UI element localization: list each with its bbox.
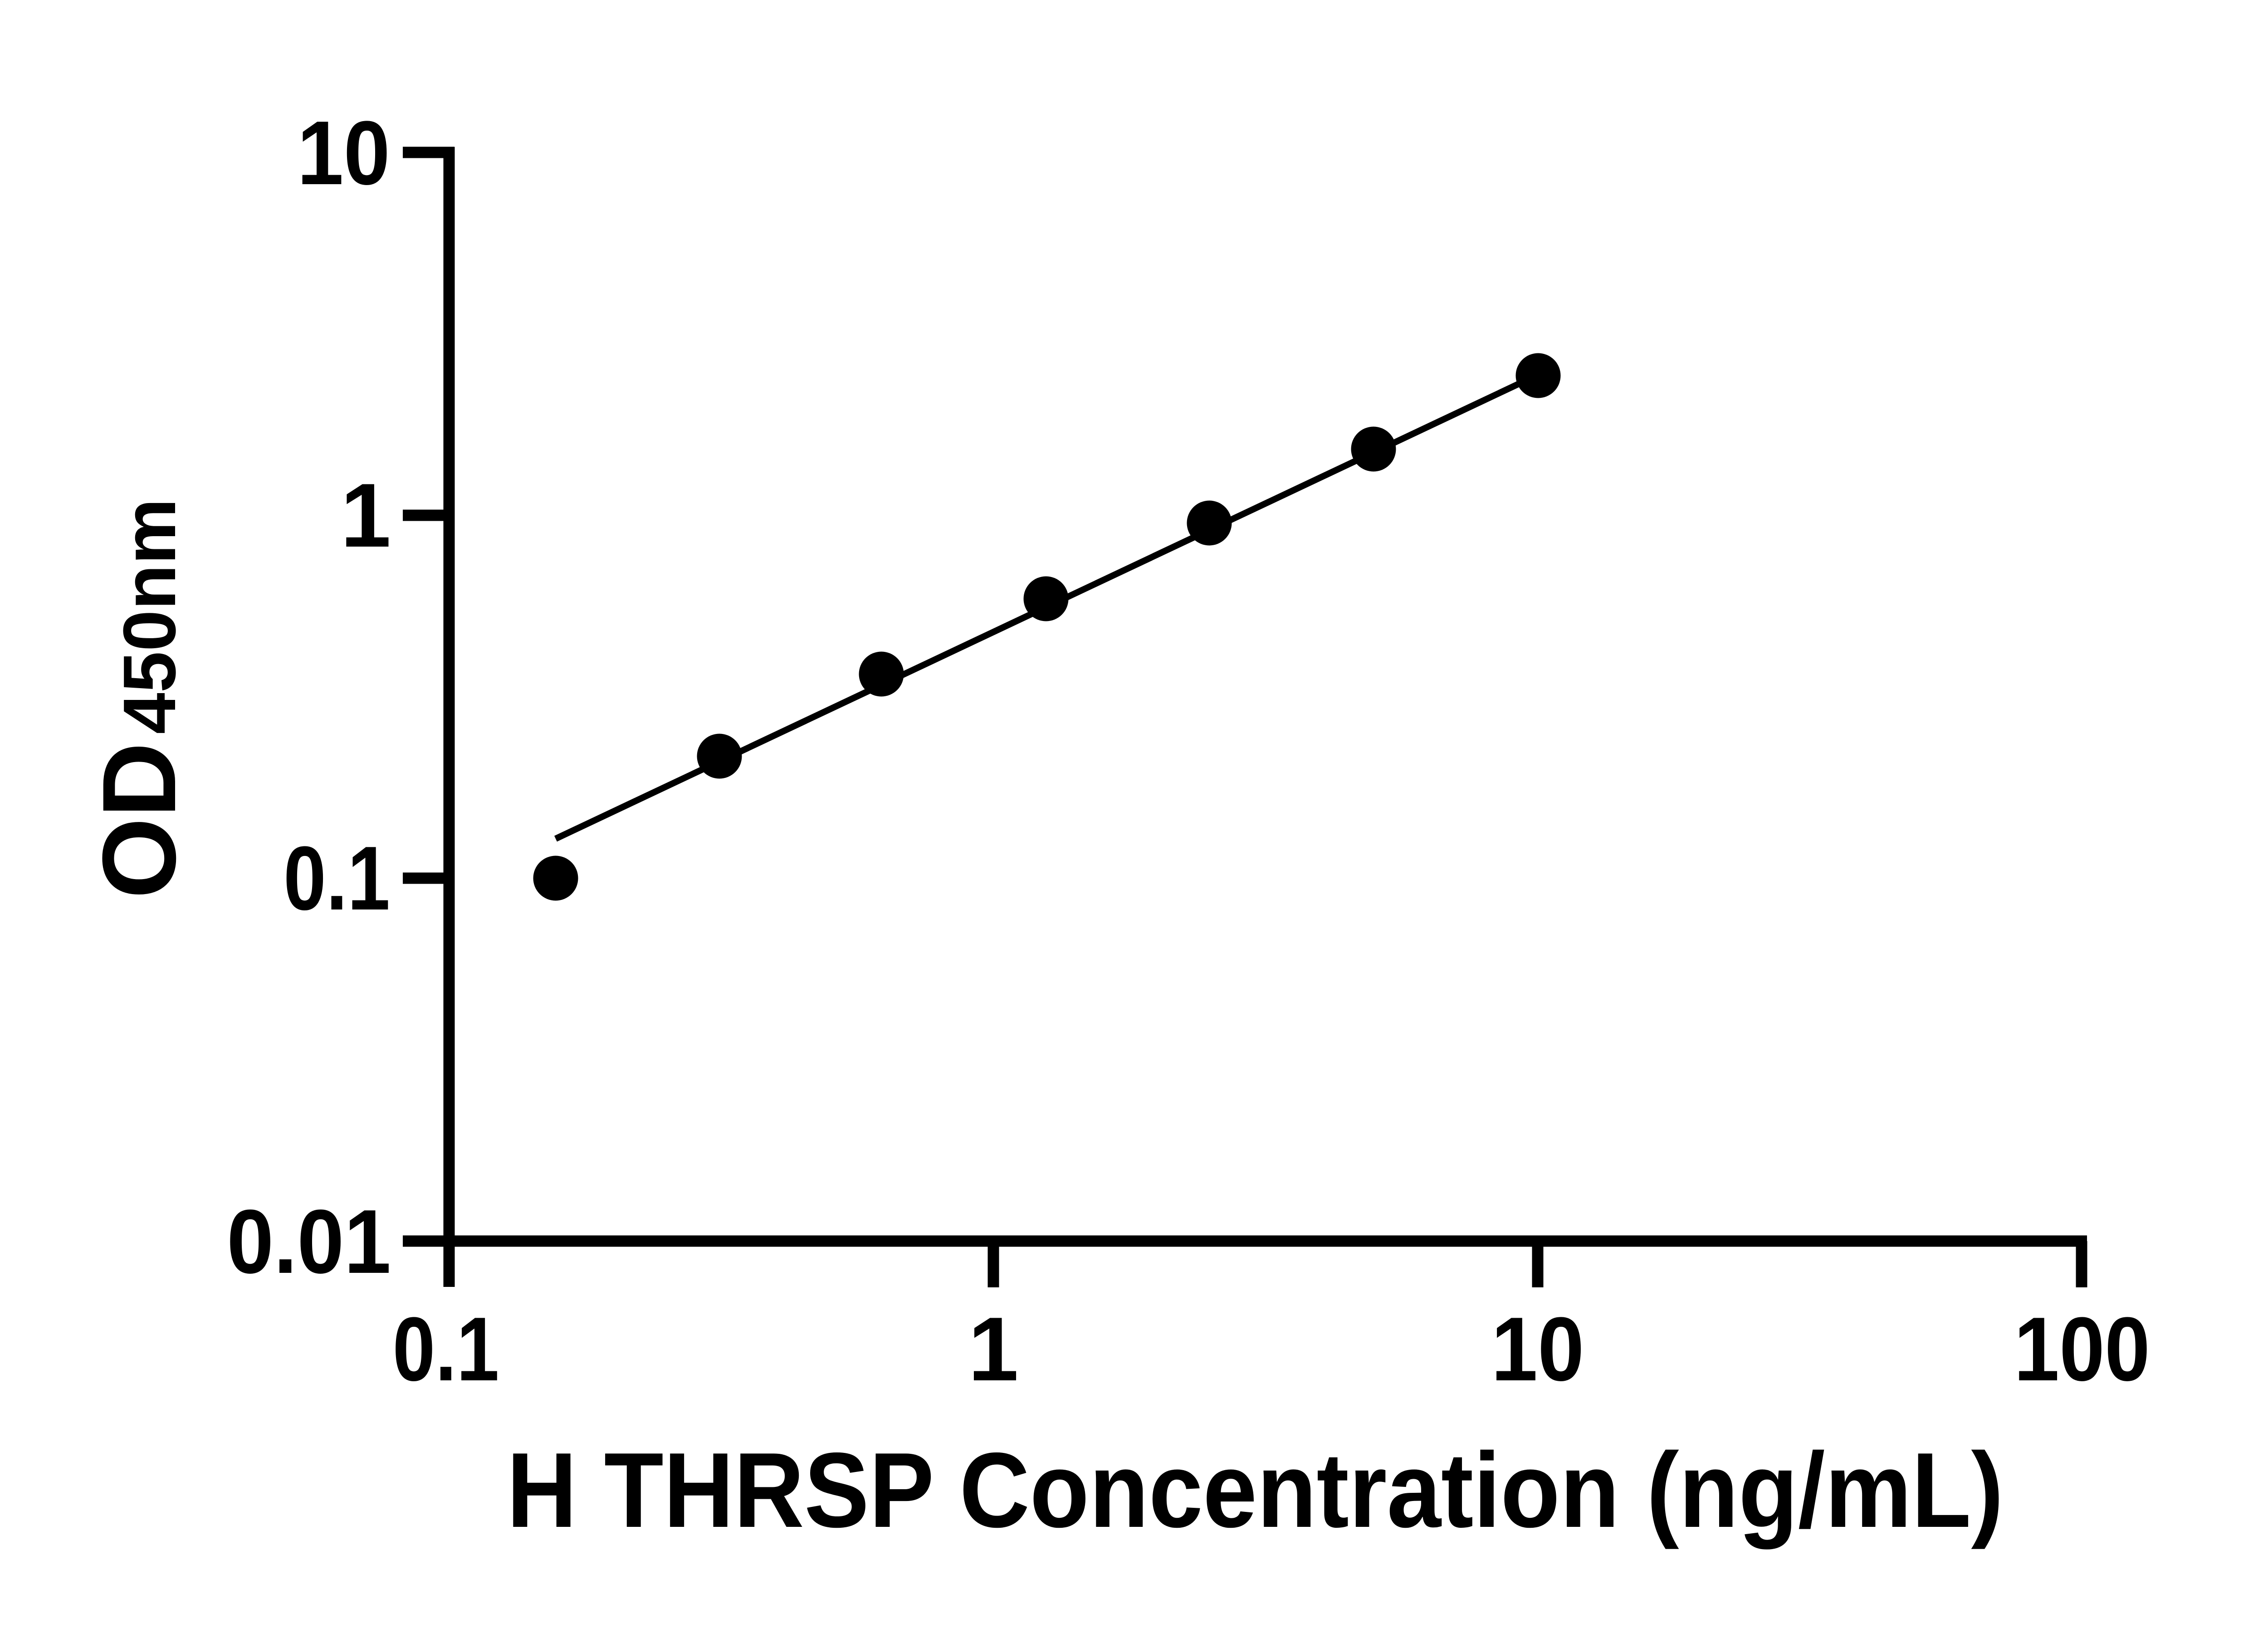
svg-text:0.1: 0.1 <box>284 828 390 929</box>
svg-text:10: 10 <box>1491 1299 1584 1400</box>
svg-text:H THRSP Concentration (ng/mL): H THRSP Concentration (ng/mL) <box>507 1430 2004 1550</box>
svg-text:100: 100 <box>2014 1299 2150 1400</box>
svg-text:0.1: 0.1 <box>393 1299 499 1400</box>
svg-text:1: 1 <box>341 465 391 566</box>
svg-text:10: 10 <box>297 103 390 204</box>
svg-text:1: 1 <box>968 1299 1018 1400</box>
svg-text:0.01: 0.01 <box>227 1191 391 1292</box>
svg-text:OD450nm: OD450nm <box>81 499 197 899</box>
